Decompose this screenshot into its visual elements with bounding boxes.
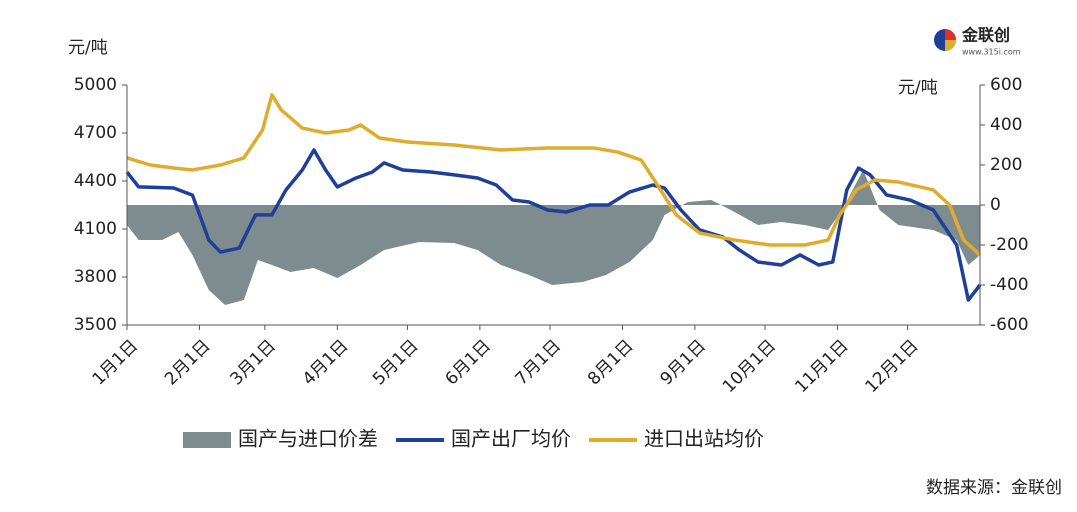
x-tick-label: 3月1日 <box>226 336 279 389</box>
line <box>126 93 982 257</box>
x-tick-label: 2月1日 <box>161 336 214 389</box>
line <box>125 148 982 302</box>
x-tick-label: 10月1日 <box>719 336 780 397</box>
y-tick-label: 4400 <box>74 171 117 191</box>
source: 数据来源：金联创 <box>926 478 1062 498</box>
y2-tick-label: 200 <box>990 155 1022 175</box>
y-axis-label: 元/吨 <box>68 38 108 58</box>
y2-tick-label: -200 <box>990 235 1029 255</box>
logo-name: 金联创 <box>961 26 1010 45</box>
x-tick-label: 5月1日 <box>369 336 422 389</box>
x-tick-label: 6月1日 <box>441 336 494 389</box>
y2-tick-label: 400 <box>990 115 1022 135</box>
x-tick-label: 9月1日 <box>656 336 709 389</box>
x-tick-label: 8月1日 <box>584 336 637 389</box>
y2-tick-label: -400 <box>990 275 1029 295</box>
y-tick-label: 5000 <box>74 75 117 95</box>
x-tick-label: 12月1日 <box>861 336 922 397</box>
legend-label: 进口出站均价 <box>644 427 764 451</box>
logo-icon <box>945 40 956 51</box>
y-tick-label: 4100 <box>74 219 117 239</box>
y-tick-label: 3800 <box>74 267 117 287</box>
logo: 金联创 www.315i.com <box>934 26 1021 57</box>
x-tick-label: 7月1日 <box>512 336 565 389</box>
logo-url: www.315i.com <box>962 48 1021 57</box>
x-tick-label: 11月1日 <box>791 336 852 397</box>
logo-icon <box>945 29 956 40</box>
x-tick-label: 4月1日 <box>299 336 352 389</box>
area <box>127 170 980 305</box>
x-tick-label: 1月1日 <box>89 336 142 389</box>
y2-axis-label: 元/吨 <box>898 78 938 98</box>
legend-label: 国产出厂均价 <box>451 427 571 451</box>
legend-label: 国产与进口价差 <box>238 427 378 451</box>
y2-tick-label: 0 <box>990 195 1001 215</box>
legend-swatch <box>183 432 231 448</box>
y-tick-label: 4700 <box>74 123 117 143</box>
y2-tick-label: 600 <box>990 75 1022 95</box>
y-tick-label: 3500 <box>74 315 117 335</box>
y2-tick-label: -600 <box>990 315 1029 335</box>
